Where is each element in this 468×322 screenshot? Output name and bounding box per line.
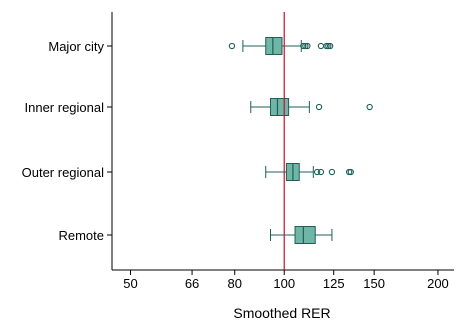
outlier-point — [323, 42, 330, 50]
boxes-layer — [228, 37, 373, 244]
y-tick-labels: Major city Inner regional Outer regional Re… — [22, 39, 112, 243]
x-tick-label: 66 — [185, 276, 199, 291]
outlier-point — [328, 168, 336, 176]
y-tick-label: Major city — [48, 39, 104, 54]
outlier-point — [302, 42, 309, 50]
outlier-point — [313, 168, 321, 176]
box-group — [228, 37, 334, 55]
outlier-point — [300, 42, 307, 50]
outlier-point — [304, 42, 311, 50]
plot-area — [111, 12, 454, 271]
iqr-box — [265, 37, 283, 55]
x-tick-label: 50 — [123, 276, 137, 291]
y-tick-label: Remote — [58, 228, 104, 243]
iqr-box — [270, 98, 290, 116]
x-axis-label: Smoothed RER — [233, 305, 330, 321]
outlier-point — [347, 168, 354, 176]
x-tick-label: 100 — [273, 276, 295, 291]
box-group — [270, 226, 333, 244]
iqr-box — [294, 226, 316, 244]
outlier-point — [326, 42, 334, 50]
outlier-point — [317, 42, 325, 50]
box-group — [250, 98, 373, 116]
y-tick-label: Outer regional — [22, 165, 104, 180]
box-group — [265, 163, 354, 181]
outlier-point — [325, 42, 332, 50]
x-tick-label: 125 — [323, 276, 345, 291]
outlier-point — [366, 103, 373, 111]
outlier-point — [317, 168, 325, 176]
outlier-point — [228, 42, 236, 50]
x-tick-label: 150 — [363, 276, 385, 291]
x-tick-label: 80 — [228, 276, 242, 291]
x-tick-label: 200 — [427, 276, 449, 291]
outlier-point — [315, 103, 323, 111]
y-tick-label: Inner regional — [25, 100, 105, 115]
x-ticks: 50 66 80 100 125 150 200 — [123, 270, 449, 291]
